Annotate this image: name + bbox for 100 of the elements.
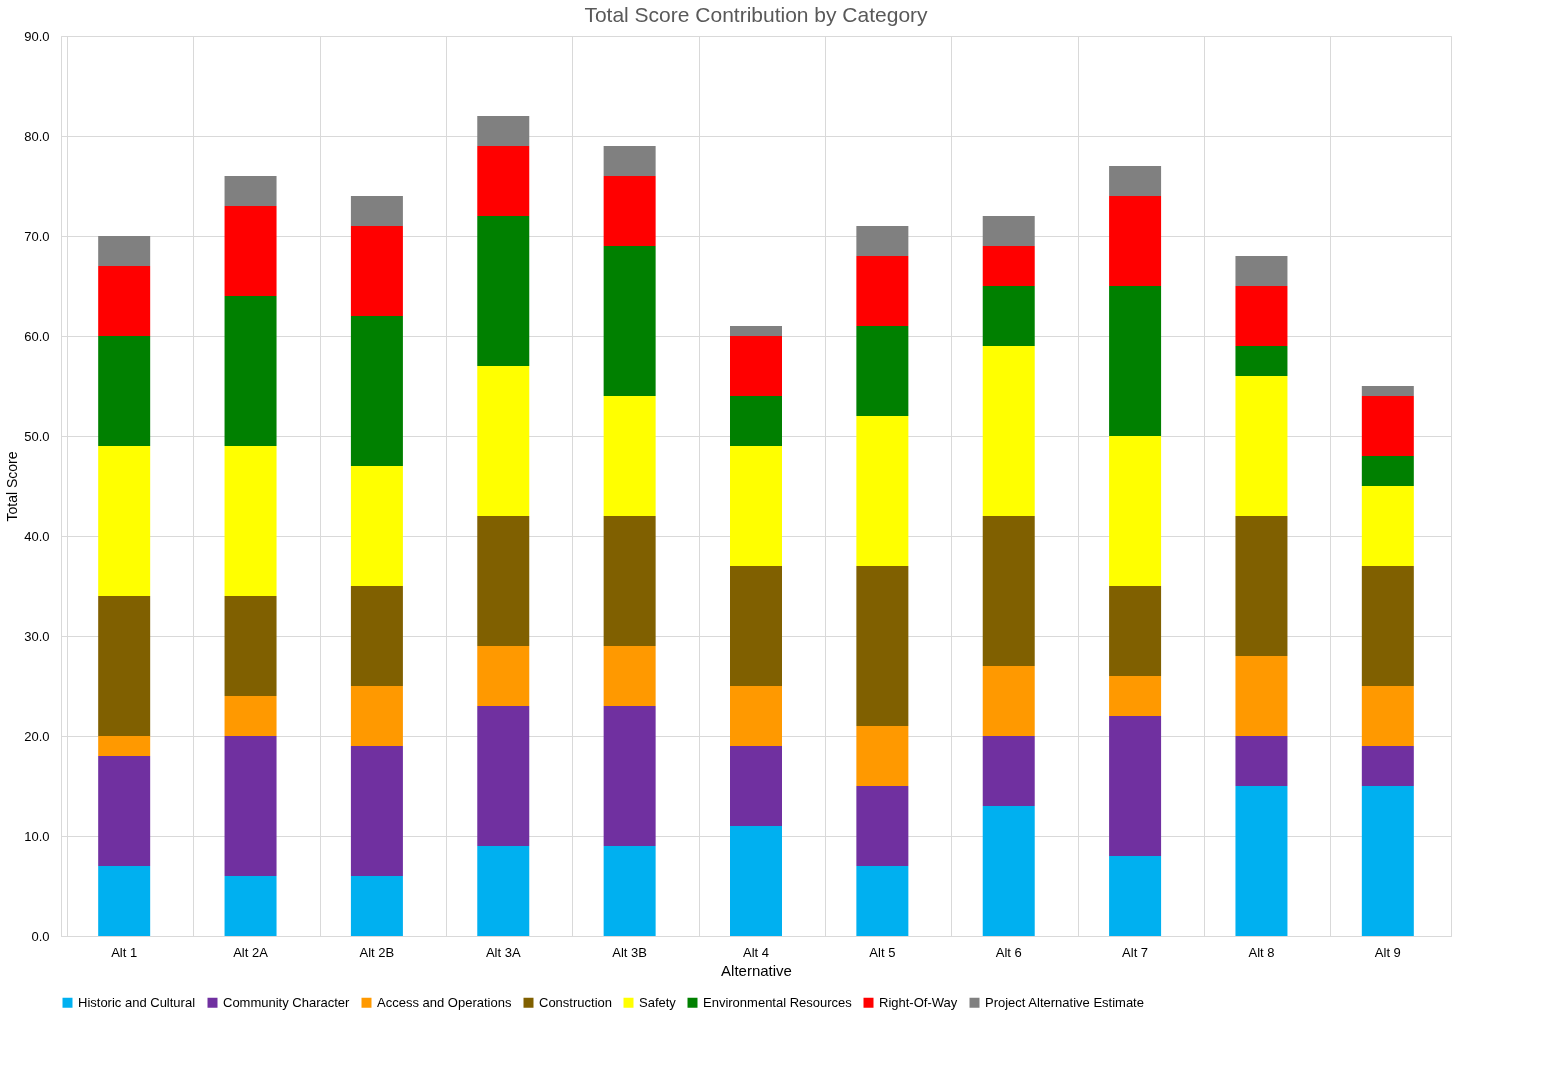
bar: [1235, 786, 1288, 936]
bar: [603, 646, 656, 706]
bar: [1109, 166, 1162, 196]
bar: [1235, 736, 1288, 786]
bar: [603, 396, 656, 516]
bar: [982, 736, 1035, 806]
y-tick-label: 70.0: [24, 228, 50, 244]
bar: [477, 116, 530, 146]
x-tick-label: Alt 7: [1122, 944, 1149, 960]
bar: [1235, 286, 1288, 346]
bar: [350, 686, 403, 746]
bar: [1109, 716, 1162, 856]
y-axis-title: Total Score: [4, 451, 21, 522]
y-tick-label: 80.0: [24, 128, 50, 144]
bar: [1109, 196, 1162, 286]
x-tick-label: Alt 3B: [612, 944, 647, 960]
x-tick-label: Alt 1: [111, 944, 138, 960]
legend-label: Access and Operations: [377, 994, 512, 1010]
bar: [1361, 486, 1414, 566]
bar: [730, 566, 782, 686]
bar: [98, 866, 151, 936]
x-tick-label: Alt 8: [1248, 944, 1275, 960]
bar: [1361, 396, 1414, 456]
bar: [224, 296, 277, 446]
y-tick-label: 40.0: [24, 528, 50, 544]
bar: [603, 846, 656, 936]
y-tick-label: 20.0: [24, 728, 50, 744]
bar: [98, 446, 151, 596]
bar: [730, 336, 782, 396]
bar: [603, 706, 656, 846]
bar: [856, 866, 909, 936]
bar: [477, 366, 530, 516]
bar: [350, 746, 403, 876]
bar: [1109, 586, 1162, 676]
bar: [982, 516, 1035, 666]
x-axis-title: Alternative: [721, 961, 792, 979]
bar: [730, 746, 782, 826]
x-tick-label: Alt 9: [1374, 944, 1401, 960]
bar: [1235, 256, 1288, 286]
legend-label: Project Alternative Estimate: [985, 994, 1144, 1010]
x-tick-label: Alt 4: [742, 944, 770, 960]
bar: [1235, 516, 1288, 656]
bar: [1235, 346, 1288, 376]
bar: [856, 326, 909, 416]
bar: [1109, 676, 1162, 716]
bar: [730, 826, 782, 936]
bar: [603, 176, 656, 246]
bar: [603, 146, 656, 176]
legend-label: Historic and Cultural: [78, 994, 196, 1010]
x-tick-label: Alt 3A: [485, 944, 521, 960]
bar: [477, 646, 530, 706]
y-tick-label: 30.0: [24, 628, 50, 644]
bar: [856, 256, 909, 326]
legend-label: Safety: [639, 994, 677, 1010]
bar: [224, 596, 277, 696]
bar: [1235, 656, 1288, 736]
bar: [1361, 386, 1414, 396]
bar: [856, 726, 909, 786]
bar: [98, 736, 151, 756]
bar: [1109, 856, 1162, 936]
bar: [98, 336, 151, 446]
bar: [477, 516, 530, 646]
bar: [982, 216, 1035, 246]
bar: [730, 326, 782, 336]
bar: [477, 706, 530, 846]
bar: [224, 876, 277, 936]
y-tick-label: 10.0: [24, 828, 50, 844]
bar: [603, 246, 656, 396]
y-tick-label: 50.0: [24, 428, 50, 444]
y-tick-label: 90.0: [24, 28, 50, 44]
bar: [350, 316, 403, 466]
bar: [856, 226, 909, 256]
x-tick-label: Alt 5: [869, 944, 896, 960]
bar: [1109, 286, 1162, 436]
bar: [1361, 746, 1414, 786]
legend-label: Right-Of-Way: [879, 994, 958, 1010]
bar: [1109, 436, 1162, 586]
bar: [224, 176, 277, 206]
legend-label: Community Character: [223, 994, 351, 1010]
x-tick-label: Alt 2B: [359, 944, 395, 960]
bar: [350, 586, 403, 686]
chart-title: Total Score Contribution by Category: [584, 3, 929, 26]
bar: [982, 806, 1035, 936]
bar: [477, 146, 530, 216]
bar: [350, 876, 403, 936]
bar: [1361, 686, 1414, 746]
legend-label: Construction: [539, 994, 612, 1010]
bar: [603, 516, 656, 646]
x-tick-label: Alt 2A: [233, 944, 269, 960]
x-tick-label: Alt 6: [995, 944, 1022, 960]
legend-label: Environmental Resources: [703, 994, 853, 1010]
bar: [98, 596, 151, 736]
y-tick-label: 60.0: [24, 328, 50, 344]
bar: [730, 686, 782, 746]
bar: [1361, 566, 1414, 686]
bar: [477, 216, 530, 366]
bar: [350, 466, 403, 586]
bar: [856, 416, 909, 566]
bar: [98, 266, 151, 336]
bar: [98, 756, 151, 866]
